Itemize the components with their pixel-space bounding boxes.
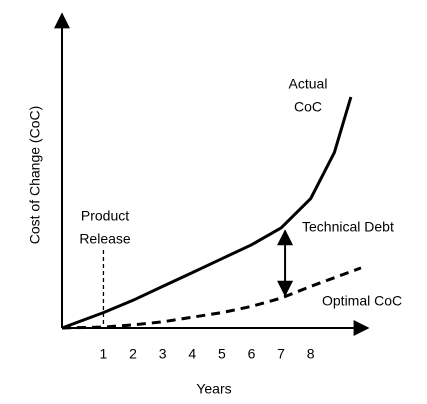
x-tick-label: 8	[307, 346, 315, 362]
line-series	[61, 266, 362, 330]
x-tick-label: 5	[218, 346, 226, 362]
annotation: Product	[81, 208, 129, 224]
annotation: Technical Debt	[302, 219, 394, 235]
annotation: Actual	[289, 76, 328, 92]
annotation: CoC	[294, 99, 322, 115]
x-tick-label: 3	[159, 346, 167, 362]
x-tick-label: 4	[188, 346, 196, 362]
x-tick-label: 6	[248, 346, 256, 362]
y-axis-label: Cost of Change (CoC)	[27, 106, 43, 245]
x-tick-label: 2	[129, 346, 137, 362]
line-series	[61, 96, 353, 330]
x-axis-label: Years	[196, 381, 231, 397]
x-tick-label: 7	[277, 346, 285, 362]
annotation: Release	[79, 231, 131, 247]
x-tick-label: 1	[100, 346, 108, 362]
annotation: Optimal CoC	[322, 293, 402, 309]
